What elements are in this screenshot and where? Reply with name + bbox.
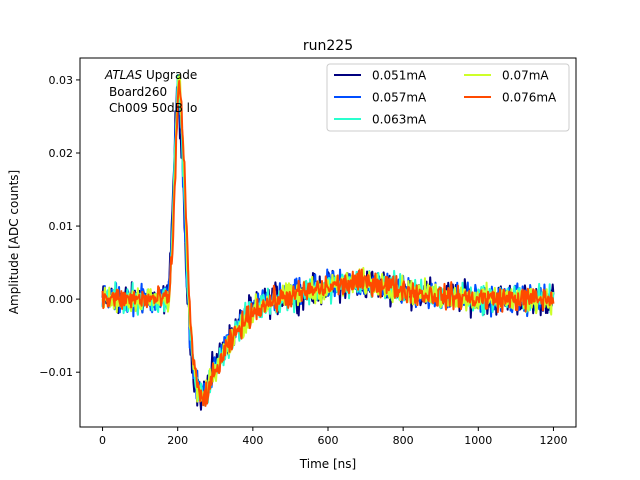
- x-tick-label: 0: [99, 434, 106, 447]
- x-tick-label: 1000: [464, 434, 492, 447]
- y-axis-label: Amplitude [ADC counts]: [7, 170, 21, 314]
- y-tick-label: 0.03: [49, 74, 74, 87]
- legend: 0.051mA 0.057mA 0.063mA 0.07mA 0.076mA: [326, 63, 570, 132]
- y-tick-label: 0.00: [49, 293, 74, 306]
- y-tick-label: −0.01: [39, 366, 73, 379]
- y-tick-label: 0.01: [49, 220, 74, 233]
- x-tick-label: 200: [167, 434, 188, 447]
- ticks-layer: 0 200 400 600 800 1000 1200 −0.01 0.00 0.01 0.02 0.…: [39, 74, 567, 447]
- annotation-line-1: ATLAS Upgrade: [104, 68, 197, 82]
- x-tick-label: 1200: [539, 434, 567, 447]
- y-tick-label: 0.02: [49, 147, 74, 160]
- annotation-line-3: Ch009 50dB lo: [109, 101, 197, 115]
- legend-label: 0.051mA: [372, 69, 427, 83]
- legend-label: 0.07mA: [502, 69, 549, 83]
- legend-label: 0.076mA: [502, 91, 557, 105]
- legend-box: [326, 63, 570, 132]
- annotation-line-2: Board260: [109, 85, 167, 99]
- series-layer: [101, 73, 555, 411]
- x-tick-label: 400: [242, 434, 263, 447]
- legend-label: 0.057mA: [372, 91, 427, 105]
- x-tick-label: 800: [393, 434, 414, 447]
- annotation-upgrade: Upgrade: [142, 68, 197, 82]
- annotation-atlas: ATLAS: [104, 68, 143, 82]
- series-line-0.076mA: [101, 79, 555, 407]
- x-tick-label: 600: [318, 434, 339, 447]
- chart-title: run225: [303, 38, 353, 54]
- x-axis-label: Time [ns]: [299, 457, 356, 471]
- atlas-annotation: ATLAS Upgrade Board260 Ch009 50dB lo: [104, 68, 197, 115]
- legend-label: 0.063mA: [372, 113, 427, 127]
